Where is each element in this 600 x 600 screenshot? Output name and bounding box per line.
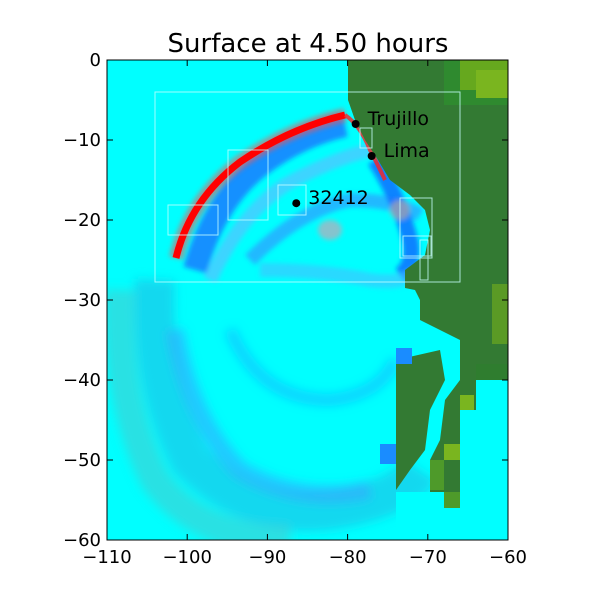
place-marker-dot: [367, 152, 376, 160]
y-tick-label: −30: [63, 290, 101, 311]
place-marker-dot: [351, 120, 360, 128]
y-tick-label: −40: [63, 370, 101, 391]
outer-wave-band: [107, 279, 437, 540]
y-tick-label: −10: [63, 130, 101, 151]
x-tick-label: −60: [489, 547, 527, 568]
x-tick-label: −110: [82, 547, 131, 568]
grid-cells: [154, 91, 461, 283]
x-tick-label: −80: [329, 547, 367, 568]
y-tick-label: 0: [90, 50, 101, 71]
map-title: Surface at 4.50 hours: [168, 29, 449, 59]
x-tick-label: −90: [248, 547, 286, 568]
place-label: 32412: [308, 187, 368, 209]
place-markers: Trujillo Lima 32412: [292, 108, 430, 209]
x-tick-label: −70: [409, 547, 447, 568]
y-tick-label: −60: [63, 530, 101, 551]
axis-ticks: −110 −100 −90 −80 −70 −60 0 −10 −20 −30 −40 −50 −60: [63, 50, 527, 568]
map-plot-area: [107, 60, 508, 540]
land-mass: [348, 60, 508, 540]
y-tick-label: −20: [63, 210, 101, 231]
place-label: Lima: [384, 140, 430, 162]
x-tick-label: −100: [162, 547, 211, 568]
y-tick-label: −50: [63, 450, 101, 471]
place-marker-dot: [292, 199, 301, 208]
place-label: Trujillo: [367, 108, 429, 130]
